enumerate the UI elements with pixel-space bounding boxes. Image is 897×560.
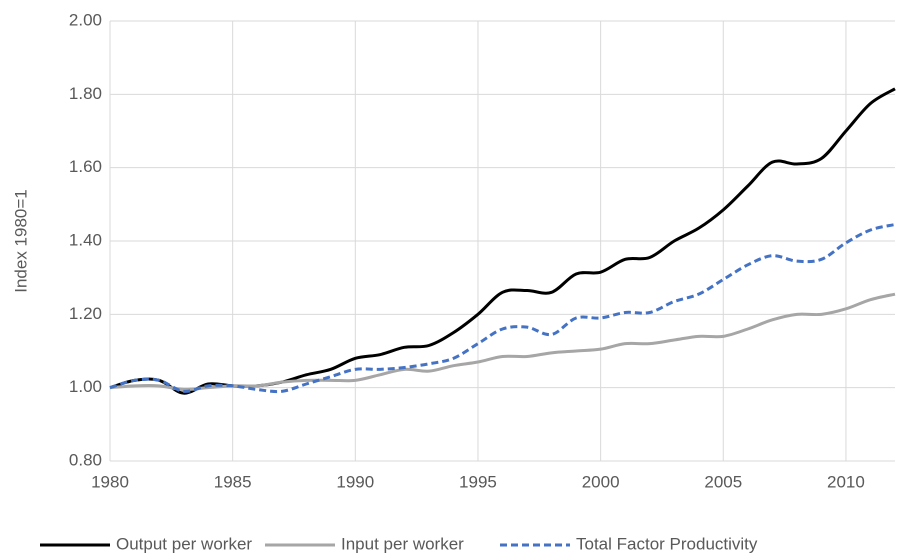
x-tick-label: 2005: [704, 472, 742, 491]
legend-label: Output per worker: [116, 534, 252, 553]
x-tick-label: 1995: [459, 472, 497, 491]
x-tick-label: 2010: [827, 472, 865, 491]
x-tick-label: 1980: [91, 472, 129, 491]
series-line: [109, 292, 896, 392]
y-tick-label: 1.80: [69, 84, 102, 103]
legend-label: Total Factor Productivity: [576, 534, 758, 553]
y-tick-label: 1.00: [69, 377, 102, 396]
x-tick-label: 1990: [336, 472, 374, 491]
y-tick-label: 0.80: [69, 450, 102, 469]
series-line: [109, 223, 896, 394]
y-tick-label: 1.20: [69, 304, 102, 323]
x-tick-label: 2000: [582, 472, 620, 491]
y-tick-label: 2.00: [69, 10, 102, 29]
y-tick-label: 1.40: [69, 230, 102, 249]
legend-label: Input per worker: [341, 534, 464, 553]
x-tick-label: 1985: [214, 472, 252, 491]
y-axis-label: Index 1980=1: [11, 189, 30, 293]
y-tick-label: 1.60: [69, 157, 102, 176]
